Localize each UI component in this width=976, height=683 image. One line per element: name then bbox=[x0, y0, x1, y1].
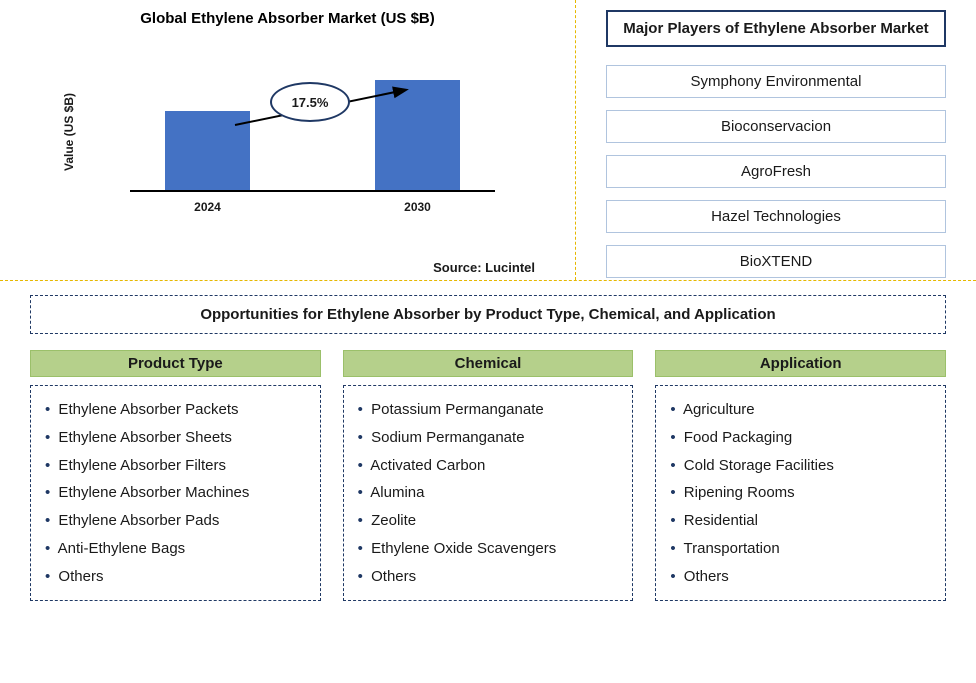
list-item-text: Ethylene Absorber Packets bbox=[54, 401, 238, 418]
column-header: Product Type bbox=[30, 350, 321, 377]
list-item: • Ethylene Absorber Sheets bbox=[45, 424, 306, 452]
bullet-icon: • bbox=[45, 512, 50, 529]
list-item-text: Cold Storage Facilities bbox=[680, 457, 834, 474]
list-item: • Ripening Rooms bbox=[670, 479, 931, 507]
list-item-text: Ethylene Absorber Pads bbox=[54, 512, 219, 529]
list-item: • Ethylene Absorber Filters bbox=[45, 452, 306, 480]
list-item-text: Ethylene Absorber Machines bbox=[54, 484, 249, 501]
list-item-text: Residential bbox=[680, 512, 758, 529]
bullet-icon: • bbox=[45, 429, 50, 446]
list-item-text: Ripening Rooms bbox=[680, 484, 795, 501]
list-item-text: Ethylene Absorber Filters bbox=[54, 457, 226, 474]
list-item: • Others bbox=[45, 563, 306, 591]
bullet-icon: • bbox=[358, 457, 363, 474]
y-axis-label: Value (US $B) bbox=[62, 93, 76, 171]
bullet-icon: • bbox=[670, 512, 675, 529]
list-item: • Others bbox=[358, 563, 619, 591]
x-axis-line bbox=[130, 190, 495, 192]
list-item-text: Food Packaging bbox=[680, 429, 793, 446]
list-item-text: Activated Carbon bbox=[367, 457, 485, 474]
bar-2030 bbox=[375, 80, 460, 190]
bullet-icon: • bbox=[358, 401, 363, 418]
list-item-text: Zeolite bbox=[367, 512, 416, 529]
list-item: • Potassium Permanganate bbox=[358, 396, 619, 424]
list-item-text: Potassium Permanganate bbox=[367, 401, 544, 418]
list-item-text: Others bbox=[367, 568, 416, 585]
opportunities-title: Opportunities for Ethylene Absorber by P… bbox=[30, 295, 946, 334]
opportunities-section: Opportunities for Ethylene Absorber by P… bbox=[0, 281, 976, 601]
bullet-icon: • bbox=[670, 484, 675, 501]
list-item: • Ethylene Absorber Machines bbox=[45, 479, 306, 507]
bullet-icon: • bbox=[670, 540, 675, 557]
bullet-icon: • bbox=[45, 457, 50, 474]
opportunity-column: Application• Agriculture• Food Packaging… bbox=[655, 350, 946, 601]
column-box: • Potassium Permanganate• Sodium Permang… bbox=[343, 385, 634, 601]
list-item: • Zeolite bbox=[358, 507, 619, 535]
bar-2024 bbox=[165, 111, 250, 190]
list-item-text: Agriculture bbox=[680, 401, 755, 418]
list-item: • Agriculture bbox=[670, 396, 931, 424]
source-label: Source: Lucintel bbox=[433, 260, 535, 275]
bullet-icon: • bbox=[670, 429, 675, 446]
list-item: • Residential bbox=[670, 507, 931, 535]
player-item: Hazel Technologies bbox=[606, 200, 946, 233]
growth-rate-oval: 17.5% bbox=[270, 82, 350, 122]
bullet-icon: • bbox=[358, 540, 363, 557]
list-item: • Activated Carbon bbox=[358, 452, 619, 480]
list-item: • Others bbox=[670, 563, 931, 591]
player-item: BioXTEND bbox=[606, 245, 946, 278]
column-header: Chemical bbox=[343, 350, 634, 377]
list-item: • Sodium Permanganate bbox=[358, 424, 619, 452]
x-category-0: 2024 bbox=[165, 200, 250, 214]
column-box: • Agriculture• Food Packaging• Cold Stor… bbox=[655, 385, 946, 601]
list-item-text: Anti-Ethylene Bags bbox=[54, 540, 185, 557]
players-title: Major Players of Ethylene Absorber Marke… bbox=[606, 10, 946, 47]
player-item: Bioconservacion bbox=[606, 110, 946, 143]
bullet-icon: • bbox=[670, 568, 675, 585]
list-item: • Alumina bbox=[358, 479, 619, 507]
players-list: Symphony Environmental Bioconservacion Agr… bbox=[606, 65, 946, 278]
player-item: AgroFresh bbox=[606, 155, 946, 188]
growth-rate-text: 17.5% bbox=[292, 95, 329, 110]
opportunity-column: Chemical• Potassium Permanganate• Sodium… bbox=[343, 350, 634, 601]
bullet-icon: • bbox=[670, 457, 675, 474]
bullet-icon: • bbox=[358, 429, 363, 446]
x-category-1: 2030 bbox=[375, 200, 460, 214]
list-item: • Food Packaging bbox=[670, 424, 931, 452]
bullet-icon: • bbox=[358, 512, 363, 529]
players-panel: Major Players of Ethylene Absorber Marke… bbox=[575, 0, 976, 280]
list-item-text: Sodium Permanganate bbox=[367, 429, 525, 446]
bullet-icon: • bbox=[358, 484, 363, 501]
opportunities-columns: Product Type• Ethylene Absorber Packets•… bbox=[30, 350, 946, 601]
chart-title: Global Ethylene Absorber Market (US $B) bbox=[20, 10, 555, 27]
bullet-icon: • bbox=[45, 568, 50, 585]
list-item-text: Others bbox=[680, 568, 729, 585]
chart-panel: Global Ethylene Absorber Market (US $B) … bbox=[0, 0, 575, 280]
bullet-icon: • bbox=[45, 484, 50, 501]
list-item: • Cold Storage Facilities bbox=[670, 452, 931, 480]
list-item-text: Ethylene Oxide Scavengers bbox=[367, 540, 556, 557]
list-item: • Transportation bbox=[670, 535, 931, 563]
list-item-text: Ethylene Absorber Sheets bbox=[54, 429, 232, 446]
list-item: • Ethylene Absorber Packets bbox=[45, 396, 306, 424]
bullet-icon: • bbox=[358, 568, 363, 585]
list-item-text: Others bbox=[54, 568, 103, 585]
chart-area: Value (US $B) 2024 2030 17.5% bbox=[70, 42, 555, 222]
opportunity-column: Product Type• Ethylene Absorber Packets•… bbox=[30, 350, 321, 601]
list-item: • Ethylene Absorber Pads bbox=[45, 507, 306, 535]
player-item: Symphony Environmental bbox=[606, 65, 946, 98]
column-header: Application bbox=[655, 350, 946, 377]
list-item-text: Alumina bbox=[367, 484, 425, 501]
bullet-icon: • bbox=[45, 540, 50, 557]
bullet-icon: • bbox=[670, 401, 675, 418]
top-row: Global Ethylene Absorber Market (US $B) … bbox=[0, 0, 976, 280]
bullet-icon: • bbox=[45, 401, 50, 418]
list-item-text: Transportation bbox=[680, 540, 780, 557]
column-box: • Ethylene Absorber Packets• Ethylene Ab… bbox=[30, 385, 321, 601]
list-item: • Anti-Ethylene Bags bbox=[45, 535, 306, 563]
list-item: • Ethylene Oxide Scavengers bbox=[358, 535, 619, 563]
